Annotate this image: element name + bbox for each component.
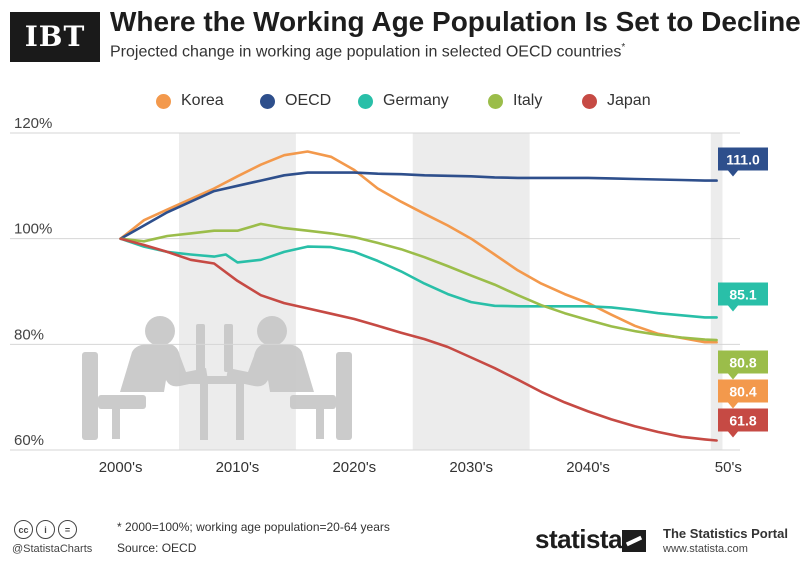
license-icons: cc i =: [14, 520, 77, 539]
footer: cc i = @StatistaCharts * 2000=100%; work…: [0, 510, 800, 566]
statista-logo: statista: [535, 524, 623, 554]
xtick-label-2040-s: 2040's: [566, 459, 610, 476]
end-label-box-germany: [718, 282, 768, 312]
legend-label-italy: Italy: [513, 92, 543, 109]
chair-left-leg: [112, 409, 120, 439]
xtick-label-2010-s: 2010's: [216, 459, 260, 476]
legend-swatch-korea: [156, 93, 171, 109]
legend-swatch-germany: [358, 93, 373, 109]
series-line-oecd: [119, 171, 718, 240]
end-label-box-korea: [718, 379, 768, 409]
chair-left-back: [82, 352, 98, 440]
ytick-label-100: 100%: [14, 221, 52, 238]
shaded-band-2: [710, 133, 723, 450]
cc-icon: cc: [14, 520, 33, 539]
end-label-box-japan: [718, 408, 768, 438]
portal-url: www.statista.com: [663, 543, 748, 555]
source-note: Source: OECD: [117, 541, 197, 555]
person-right-head: [257, 316, 287, 346]
equals-icon: =: [58, 520, 77, 539]
legend-item-oecd: OECD: [260, 86, 331, 116]
xtick-label-2020-s: 2020's: [332, 459, 376, 476]
end-label-italy: 80.8: [718, 350, 768, 380]
end-label-box-italy: [718, 350, 768, 380]
legend-label-korea: Korea: [181, 92, 224, 109]
end-label-japan: 61.8: [718, 408, 768, 438]
monitor-left: [196, 324, 205, 372]
monitor-right: [224, 324, 233, 372]
legend-item-korea: Korea: [156, 86, 224, 116]
statista-logo-icon: [622, 530, 646, 552]
footnote: * 2000=100%; working age population=20-6…: [117, 520, 390, 534]
chart-subtitle: Projected change in working age populati…: [110, 42, 626, 61]
series-line-japan: [119, 237, 718, 442]
chair-right-seat: [290, 395, 336, 409]
person-left-head: [145, 316, 175, 346]
subtitle-footnote-mark: *: [621, 42, 626, 53]
statista-handle: @StatistaCharts: [12, 543, 93, 555]
end-label-box-oecd: [718, 147, 768, 177]
legend-swatch-italy: [488, 93, 503, 109]
legend-label-oecd: OECD: [285, 92, 332, 109]
end-label-oecd: 111.0: [718, 147, 768, 177]
chair-right-back: [336, 352, 352, 440]
attribution-icon: i: [36, 520, 55, 539]
legend-label-japan: Japan: [607, 92, 651, 109]
legend-item-germany: Germany: [358, 86, 449, 116]
ytick-label-80: 80%: [14, 326, 44, 343]
end-label-value-italy: 80.8: [729, 355, 756, 371]
end-label-value-japan: 61.8: [729, 413, 756, 429]
xtick-label-2000-s: 2000's: [99, 459, 143, 476]
end-label-value-korea: 80.4: [729, 384, 756, 400]
ytick-label-120: 120%: [14, 115, 52, 132]
desk-top: [186, 376, 256, 384]
legend: Korea OECD Germany Italy Japan: [0, 86, 800, 116]
end-label-korea: 80.4: [718, 379, 768, 409]
end-label-value-germany: 85.1: [729, 287, 756, 303]
end-label-value-oecd: 111.0: [726, 152, 760, 168]
person-right-body: [226, 344, 314, 392]
portal-title: The Statistics Portal: [663, 526, 788, 541]
chair-right-leg: [316, 409, 324, 439]
xtick-label-50-s: 50's: [715, 459, 742, 476]
series-line-korea: [119, 150, 718, 344]
series-line-germany: [119, 237, 718, 319]
desk-leg-left: [200, 384, 208, 440]
xtick-label-2030-s: 2030's: [449, 459, 493, 476]
ibt-logo: IBT: [10, 12, 100, 62]
end-label-germany: 85.1: [718, 282, 768, 312]
chair-left-seat: [98, 395, 146, 409]
series-line-italy: [119, 222, 718, 342]
legend-item-italy: Italy: [488, 86, 542, 116]
legend-swatch-japan: [582, 93, 597, 109]
desk-leg-right: [236, 384, 244, 440]
chart-title: Where the Working Age Population Is Set …: [110, 6, 800, 37]
workers-illustration: [82, 316, 352, 440]
legend-swatch-oecd: [260, 93, 275, 109]
legend-item-japan: Japan: [582, 86, 651, 116]
legend-label-germany: Germany: [383, 92, 449, 109]
ytick-label-60: 60%: [14, 432, 44, 449]
